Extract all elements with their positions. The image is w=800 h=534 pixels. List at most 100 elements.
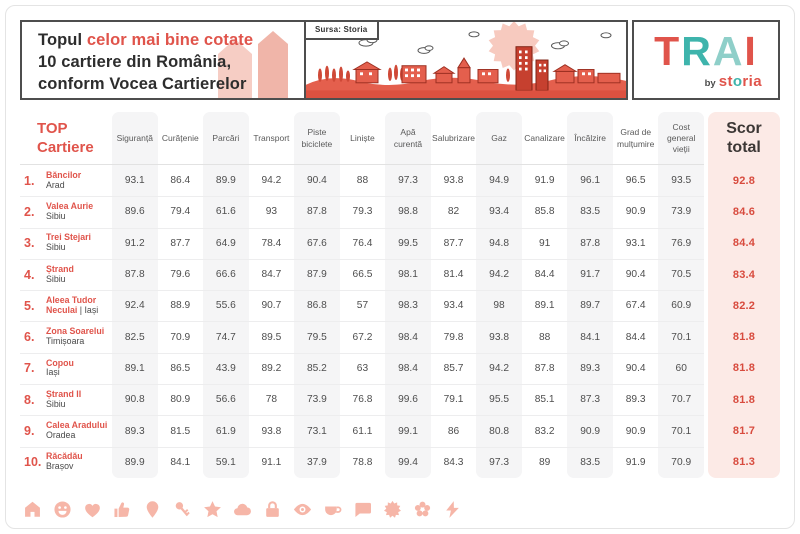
score-value-cell: 83.2 xyxy=(522,415,568,446)
score-value-cell: 76.4 xyxy=(340,228,386,259)
column-header: Curățenie xyxy=(158,112,204,165)
neighborhood-name: Băncilor xyxy=(46,170,81,180)
score-value-cell: 95.5 xyxy=(476,384,522,415)
city-name: Oradea xyxy=(46,431,107,441)
score-value-cell: 84.3 xyxy=(431,447,477,478)
cloud-icon xyxy=(232,499,253,520)
smiley-icon xyxy=(52,499,73,520)
score-value-cell: 98.1 xyxy=(385,259,431,290)
neighborhood-name: Răcădău xyxy=(46,451,83,461)
score-value-cell: 79.4 xyxy=(158,196,204,227)
table-row: 3.Trei StejariSibiu91.287.764.978.467.67… xyxy=(20,228,780,259)
brand-letter: o xyxy=(733,73,743,90)
score-value-cell: 79.8 xyxy=(431,321,477,352)
column-header: Siguranță xyxy=(112,112,158,165)
score-value-cell: 89.1 xyxy=(522,290,568,321)
score-value-cell: 99.1 xyxy=(385,415,431,446)
title-line3: conform Vocea Cartierelor xyxy=(38,74,304,96)
score-value-cell: 94.2 xyxy=(476,353,522,384)
score-value-cell: 97.3 xyxy=(385,165,431,196)
neighborhood-text: Calea AraduluiOradea xyxy=(46,421,107,441)
column-header: Cost general vieții xyxy=(658,112,704,165)
score-value-cell: 93.4 xyxy=(431,290,477,321)
score-value-cell: 99.5 xyxy=(385,228,431,259)
score-value-cell: 86 xyxy=(431,415,477,446)
score-value-cell: 84.1 xyxy=(567,321,613,352)
star-icon xyxy=(202,499,223,520)
score-value-cell: 96.1 xyxy=(567,165,613,196)
score-value-cell: 99.6 xyxy=(385,384,431,415)
trai-letter: T xyxy=(654,31,681,72)
score-value-cell: 90.4 xyxy=(613,259,659,290)
score-value-cell: 91.9 xyxy=(613,447,659,478)
clouds xyxy=(359,32,611,53)
score-value-cell: 93.8 xyxy=(249,415,295,446)
score-value-cell: 89.3 xyxy=(567,353,613,384)
rank-cell: 7. xyxy=(20,353,46,384)
neighborhood-name: Valea Aurie xyxy=(46,201,93,211)
neighborhood-cell: Zona SoareluiTimișoara xyxy=(46,321,112,352)
score-value-cell: 89.6 xyxy=(112,196,158,227)
storia-byline: by storia xyxy=(634,73,778,90)
score-value-cell: 79.3 xyxy=(340,196,386,227)
column-header: Parcări xyxy=(203,112,249,165)
rank-cell: 2. xyxy=(20,196,46,227)
rank-cell: 5. xyxy=(20,290,46,321)
column-header: Salubrizare xyxy=(431,112,477,165)
score-value-cell: 67.4 xyxy=(613,290,659,321)
trai-logo-box: TRAI by storia xyxy=(632,20,780,100)
header: Topul celor mai bine cotate 10 cartiere … xyxy=(20,20,780,100)
score-value-cell: 85.8 xyxy=(522,196,568,227)
table-row: 4.ȘtrandSibiu87.879.666.684.787.966.598.… xyxy=(20,259,780,290)
neighborhood-cell: Trei StejariSibiu xyxy=(46,228,112,259)
score-value-cell: 93.1 xyxy=(112,165,158,196)
rank-cell: 4. xyxy=(20,259,46,290)
score-value-cell: 90.8 xyxy=(112,384,158,415)
score-value-cell: 76.9 xyxy=(658,228,704,259)
score-value-cell: 87.8 xyxy=(294,196,340,227)
table-row: 6.Zona SoareluiTimișoara82.570.974.789.5… xyxy=(20,321,780,352)
city-name: Timișoara xyxy=(46,337,104,347)
neighborhood-text: Trei StejariSibiu xyxy=(46,233,91,253)
score-value-cell: 92.4 xyxy=(112,290,158,321)
footer-icon-strip xyxy=(22,499,463,520)
score-value-cell: 89.7 xyxy=(567,290,613,321)
city-name: Brașov xyxy=(46,462,83,472)
column-header: Grad de mulțumire xyxy=(613,112,659,165)
score-value-cell: 73.1 xyxy=(294,415,340,446)
score-value-cell: 79.1 xyxy=(431,384,477,415)
table-row: 7.CopouIași89.186.543.989.285.26398.485.… xyxy=(20,353,780,384)
score-value-cell: 86.8 xyxy=(294,290,340,321)
score-value-cell: 82 xyxy=(431,196,477,227)
score-value-cell: 78.8 xyxy=(340,447,386,478)
score-value-cell: 73.9 xyxy=(658,196,704,227)
score-value-cell: 91 xyxy=(522,228,568,259)
score-value-cell: 93.5 xyxy=(658,165,704,196)
coffee-cup-icon xyxy=(322,499,343,520)
score-value-cell: 84.7 xyxy=(249,259,295,290)
neighborhood-cell: ȘtrandSibiu xyxy=(46,259,112,290)
score-value-cell: 89.3 xyxy=(112,415,158,446)
illustration-box: Sursa: Storia xyxy=(306,20,628,100)
score-value-cell: 82.5 xyxy=(112,321,158,352)
score-value-cell: 93.8 xyxy=(431,165,477,196)
score-value-cell: 98.4 xyxy=(385,321,431,352)
table-row: 9.Calea AraduluiOradea89.381.561.993.873… xyxy=(20,415,780,446)
score-value-cell: 67.2 xyxy=(340,321,386,352)
trai-logo: TRAI xyxy=(654,31,758,72)
score-value-cell: 87.9 xyxy=(294,259,340,290)
table-row: 10.RăcădăuBrașov89.984.159.191.137.978.8… xyxy=(20,447,780,478)
score-value-cell: 91.1 xyxy=(249,447,295,478)
total-score-cell: 81.8 xyxy=(708,321,780,352)
total-score-cell: 92.8 xyxy=(708,165,780,196)
city-name: Iași xyxy=(46,368,74,378)
trai-letter: A xyxy=(713,31,745,72)
total-score-cell: 81.8 xyxy=(708,353,780,384)
score-value-cell: 76.8 xyxy=(340,384,386,415)
score-value-cell: 88 xyxy=(340,165,386,196)
score-value-cell: 67.6 xyxy=(294,228,340,259)
score-value-cell: 86.4 xyxy=(158,165,204,196)
neighborhood-cell: RăcădăuBrașov xyxy=(46,447,112,478)
neighborhood-cell: Valea AurieSibiu xyxy=(46,196,112,227)
score-value-cell: 56.6 xyxy=(203,384,249,415)
